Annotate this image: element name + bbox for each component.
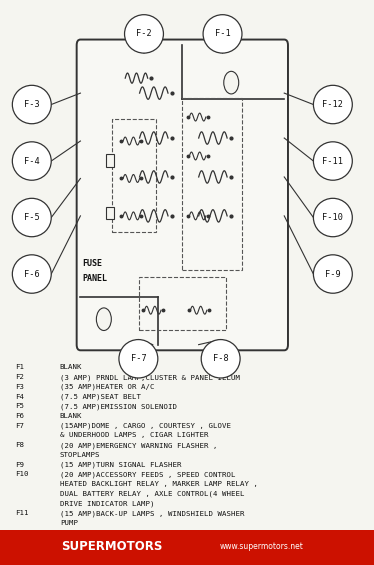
Text: F-3: F-3 [24, 100, 40, 109]
Text: F3: F3 [15, 384, 24, 390]
Text: F-11: F-11 [322, 157, 343, 166]
Text: F-5: F-5 [24, 213, 40, 222]
Text: F5: F5 [15, 403, 24, 409]
Ellipse shape [125, 15, 163, 53]
Text: F-12: F-12 [322, 100, 343, 109]
Ellipse shape [12, 198, 51, 237]
Text: F-2: F-2 [136, 29, 152, 38]
Text: F2: F2 [15, 374, 24, 380]
Text: F9: F9 [15, 462, 24, 468]
Circle shape [224, 71, 239, 94]
Text: PUMP: PUMP [60, 520, 78, 526]
Text: F7: F7 [15, 423, 24, 429]
Text: PANEL: PANEL [82, 274, 107, 283]
Text: F12: F12 [15, 529, 28, 536]
Ellipse shape [12, 255, 51, 293]
Text: F-6: F-6 [24, 270, 40, 279]
Text: (20 AMP)ACCESSORY FEEDS , SPEED CONTROL: (20 AMP)ACCESSORY FEEDS , SPEED CONTROL [60, 471, 235, 478]
FancyBboxPatch shape [77, 40, 288, 350]
Text: (3 AMP) PRNDL LAMP,CLUSTER & PANEL ILLUM: (3 AMP) PRNDL LAMP,CLUSTER & PANEL ILLUM [60, 374, 240, 381]
Ellipse shape [119, 340, 158, 378]
Text: F8: F8 [15, 442, 24, 448]
Ellipse shape [12, 142, 51, 180]
Text: BLANK: BLANK [60, 413, 82, 419]
Text: F-1: F-1 [215, 29, 230, 38]
Text: & UNDERHOOD LAMPS , CIGAR LIGHTER: & UNDERHOOD LAMPS , CIGAR LIGHTER [60, 432, 208, 438]
Bar [106, 154, 114, 167]
Text: FUSE: FUSE [82, 259, 102, 268]
Ellipse shape [12, 85, 51, 124]
Text: F4: F4 [15, 394, 24, 399]
Text: F-10: F-10 [322, 213, 343, 222]
Text: SUPERMOTORS: SUPERMOTORS [61, 540, 163, 553]
Ellipse shape [313, 255, 352, 293]
FancyBboxPatch shape [0, 530, 374, 565]
Text: DRIVE INDICATOR LAMP): DRIVE INDICATOR LAMP) [60, 501, 154, 507]
Text: www.supermotors.net: www.supermotors.net [220, 542, 304, 551]
Text: STOPLAMPS: STOPLAMPS [60, 452, 100, 458]
Circle shape [96, 308, 111, 331]
Ellipse shape [201, 340, 240, 378]
Text: F6: F6 [15, 413, 24, 419]
Text: (7.5 AMP)RADIO: (7.5 AMP)RADIO [60, 529, 123, 536]
Text: F10: F10 [15, 471, 28, 477]
Text: F-7: F-7 [131, 354, 146, 363]
Text: (15 AMP)TURN SIGNAL FLASHER: (15 AMP)TURN SIGNAL FLASHER [60, 462, 181, 468]
Text: F-9: F-9 [325, 270, 341, 279]
Text: BLANK: BLANK [60, 364, 82, 371]
Ellipse shape [313, 142, 352, 180]
Ellipse shape [313, 85, 352, 124]
Text: HEATED BACKLIGHT RELAY , MARKER LAMP RELAY ,: HEATED BACKLIGHT RELAY , MARKER LAMP REL… [60, 481, 258, 487]
Text: F-8: F-8 [213, 354, 229, 363]
Text: (7.5 AMP)SEAT BELT: (7.5 AMP)SEAT BELT [60, 394, 141, 400]
Ellipse shape [313, 198, 352, 237]
Text: (20 AMP)EMERGENCY WARNING FLASHER ,: (20 AMP)EMERGENCY WARNING FLASHER , [60, 442, 217, 449]
Text: F11: F11 [15, 510, 28, 516]
Bar [106, 207, 114, 219]
Text: DUAL BATTERY RELAY , AXLE CONTROL(4 WHEEL: DUAL BATTERY RELAY , AXLE CONTROL(4 WHEE… [60, 491, 244, 497]
Text: (15AMP)DOME , CARGO , COURTESY , GLOVE: (15AMP)DOME , CARGO , COURTESY , GLOVE [60, 423, 231, 429]
Text: (35 AMP)HEATER OR A/C: (35 AMP)HEATER OR A/C [60, 384, 154, 390]
Text: F1: F1 [15, 364, 24, 371]
Ellipse shape [203, 15, 242, 53]
Text: (15 AMP)BACK-UP LAMPS , WINDSHIELD WASHER: (15 AMP)BACK-UP LAMPS , WINDSHIELD WASHE… [60, 510, 244, 517]
Text: (7.5 AMP)EMISSION SOLENOID: (7.5 AMP)EMISSION SOLENOID [60, 403, 177, 410]
Text: F-4: F-4 [24, 157, 40, 166]
